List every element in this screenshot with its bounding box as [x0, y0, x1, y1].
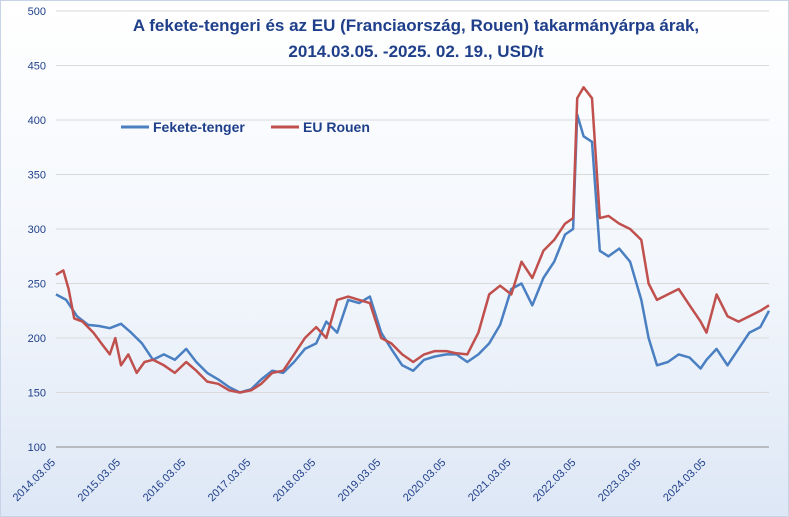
y-tick-label: 250 [28, 279, 46, 291]
x-tick-label: 2023.03.05 [596, 457, 643, 504]
chart-title: A fekete-tengeri és az EU (Franciaország… [132, 16, 700, 35]
x-tick-label: 2018.03.05 [271, 457, 318, 504]
y-tick-label: 500 [28, 6, 46, 18]
y-tick-label: 450 [28, 61, 46, 73]
y-tick-label: 350 [28, 170, 46, 182]
legend: Fekete-tenger EU Rouen [121, 119, 370, 135]
chart-title-block: A fekete-tengeri és az EU (Franciaország… [61, 13, 771, 65]
y-tick-label: 400 [28, 115, 46, 127]
series-line-1 [55, 113, 771, 394]
x-tick-label: 2017.03.05 [206, 457, 253, 504]
y-tick-label: 300 [28, 224, 46, 236]
x-tick-label: 2016.03.05 [141, 457, 188, 504]
x-tick-label: 2024.03.05 [661, 457, 708, 504]
series-lines [55, 86, 771, 394]
legend-label-1: Fekete-tenger [153, 119, 245, 135]
x-tick-label: 2020.03.05 [401, 457, 448, 504]
y-axis-ticks: 100 150 200 250 300 350 400 450 500 [28, 6, 46, 454]
legend-label-2: EU Rouen [303, 119, 370, 135]
series-line-2 [55, 86, 770, 394]
gridlines [56, 10, 769, 448]
y-tick-label: 100 [28, 442, 46, 454]
x-axis-ticks: 2014.03.05 2015.03.05 2016.03.05 2017.03.05… [11, 457, 709, 504]
x-tick-label: 2015.03.05 [76, 457, 123, 504]
x-tick-label: 2022.03.05 [531, 457, 578, 504]
y-tick-label: 150 [28, 388, 46, 400]
x-tick-label: 2021.03.05 [466, 457, 513, 504]
x-tick-label: 2019.03.05 [336, 457, 383, 504]
chart-subtitle: 2014.03.05. -2025. 02. 19., USD/t [288, 42, 544, 61]
y-tick-label: 200 [28, 333, 46, 345]
x-tick-label: 2014.03.05 [11, 457, 58, 504]
